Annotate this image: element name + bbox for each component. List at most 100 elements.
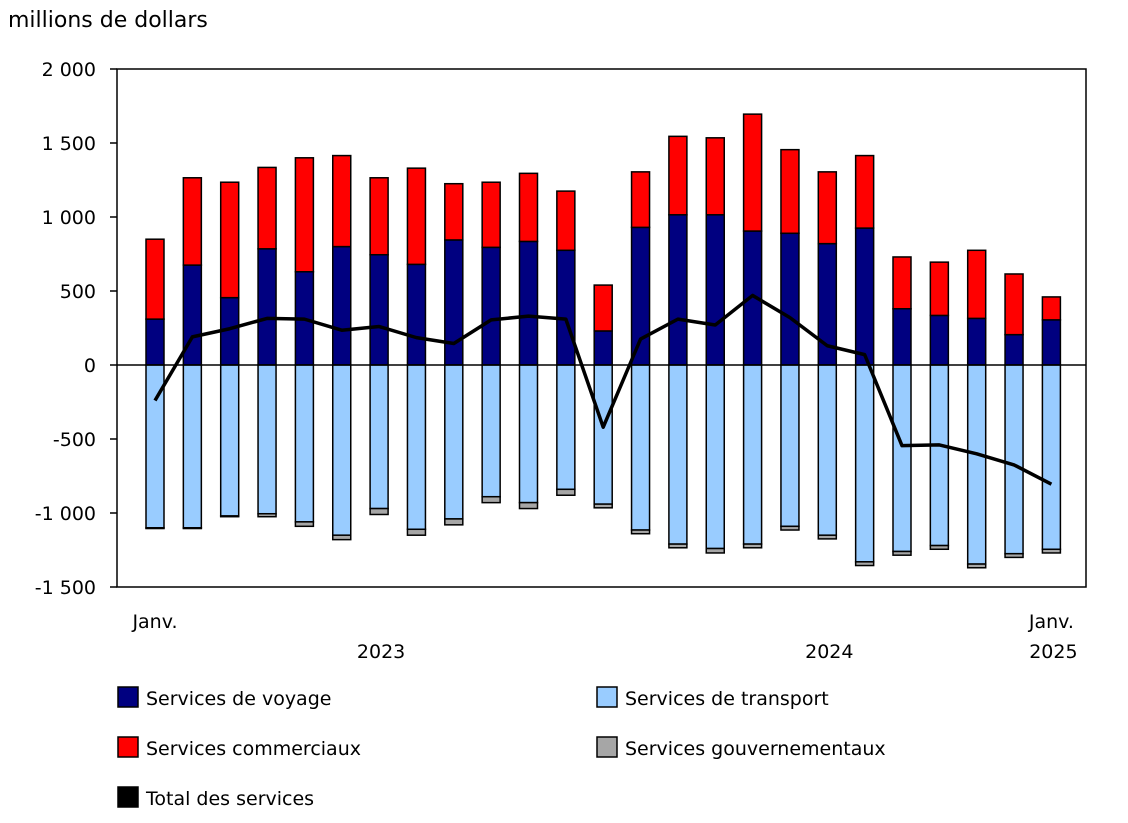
bar-services-commerciaux	[332, 154, 352, 248]
bar-services-gouvernementaux	[481, 495, 501, 504]
bar-services-de-voyage	[780, 232, 800, 366]
line-total-des-services	[153, 293, 1053, 486]
y-tick-label: 1 500	[42, 133, 96, 155]
bar-services-commerciaux	[145, 238, 165, 320]
bar-services-gouvernementaux	[369, 507, 389, 516]
bar-services-gouvernementaux	[145, 527, 165, 530]
legend-swatch	[596, 686, 618, 708]
bar-services-commerciaux	[742, 113, 763, 232]
bar-services-commerciaux	[630, 171, 651, 229]
bar-services-de-voyage	[929, 314, 950, 366]
legend-label: Services gouvernementaux	[625, 738, 886, 760]
bar-services-gouvernementaux	[1004, 552, 1024, 559]
bar-services-de-transport	[854, 364, 875, 563]
bar-services-de-transport	[182, 364, 203, 529]
bar-services-gouvernementaux	[593, 503, 613, 509]
y-tick-label: 0	[84, 355, 96, 377]
bar-services-de-transport	[668, 364, 688, 545]
bar-services-de-transport	[630, 364, 651, 531]
bar-services-de-voyage	[556, 249, 576, 366]
bar-services-gouvernementaux	[332, 534, 352, 541]
y-tick-label: 1 000	[42, 207, 96, 229]
bar-services-commerciaux	[668, 135, 688, 216]
bar-services-de-voyage	[668, 214, 688, 366]
x-month-label: Janv.	[1028, 611, 1074, 633]
bar-services-de-transport	[1004, 364, 1024, 555]
bar-services-gouvernementaux	[518, 501, 539, 510]
bar-services-commerciaux	[444, 182, 464, 241]
bar-services-gouvernementaux	[705, 547, 725, 554]
bar-services-gouvernementaux	[1041, 548, 1062, 554]
legend-label: Services de transport	[625, 688, 829, 710]
legend-label: Services commerciaux	[146, 738, 361, 760]
legend-swatch	[117, 736, 139, 758]
legend-swatch	[117, 786, 139, 808]
bar-services-de-transport	[780, 364, 800, 528]
y-tick-label: -1 500	[35, 577, 96, 599]
bar-services-commerciaux	[406, 167, 427, 266]
bar-services-gouvernementaux	[668, 543, 688, 549]
bar-services-commerciaux	[892, 256, 912, 310]
bar-services-de-transport	[929, 364, 950, 547]
bar-services-de-voyage	[630, 226, 651, 366]
bar-services-commerciaux	[1004, 273, 1024, 336]
bar-services-de-transport	[593, 364, 613, 505]
x-year-label: 2024	[805, 641, 853, 663]
bar-services-commerciaux	[1041, 296, 1062, 321]
bar-services-commerciaux	[593, 284, 613, 332]
bar-services-commerciaux	[257, 166, 277, 250]
bar-services-de-transport	[294, 364, 315, 523]
bar-services-de-transport	[369, 364, 389, 510]
bar-services-de-transport	[705, 364, 725, 550]
bar-services-gouvernementaux	[929, 544, 950, 551]
bar-services-gouvernementaux	[294, 521, 315, 528]
bar-services-de-transport	[332, 364, 352, 536]
legend-swatch	[117, 686, 139, 708]
bar-services-de-transport	[1041, 364, 1062, 551]
y-tick-label: 2 000	[42, 59, 96, 81]
bar-services-de-transport	[556, 364, 576, 491]
bar-services-de-voyage	[1004, 333, 1024, 366]
bar-services-commerciaux	[182, 177, 203, 266]
bar-services-commerciaux	[369, 177, 389, 256]
bar-services-gouvernementaux	[966, 563, 987, 569]
y-tick-label: 500	[60, 281, 96, 303]
bar-services-de-voyage	[1041, 319, 1062, 366]
bar-services-de-voyage	[332, 245, 352, 366]
x-axis-labels: Janv. Janv. 2023 2024 2025	[131, 611, 1077, 663]
bar-services-commerciaux	[929, 261, 950, 317]
bar-services-commerciaux	[219, 181, 240, 299]
bar-services-de-voyage	[444, 239, 464, 366]
bar-services-gouvernementaux	[780, 525, 800, 531]
bar-services-de-transport	[219, 364, 240, 517]
x-year-label: 2023	[357, 641, 405, 663]
bar-services-de-voyage	[966, 317, 987, 366]
bar-services-de-voyage	[892, 308, 912, 366]
bar-services-de-voyage	[257, 248, 277, 366]
y-tick-label: -1 000	[35, 503, 96, 525]
bar-services-commerciaux	[966, 249, 987, 320]
bar-services-gouvernementaux	[630, 529, 651, 535]
bars	[145, 113, 1062, 569]
bar-services-commerciaux	[854, 154, 875, 229]
bar-services-de-transport	[817, 364, 838, 536]
bar-services-de-transport	[406, 364, 427, 531]
bar-services-de-transport	[518, 364, 539, 504]
bar-services-de-transport	[742, 364, 763, 545]
bar-services-de-voyage	[854, 227, 875, 366]
bar-services-commerciaux	[780, 148, 800, 235]
bar-services-commerciaux	[556, 190, 576, 252]
legend: Services de voyage Services de transport S…	[117, 686, 886, 810]
y-axis: 2 000 1 500 1 000 500 0 -500 -1 000 -1 500	[35, 59, 117, 599]
y-tick-label: -500	[53, 429, 96, 451]
bar-services-de-voyage	[518, 240, 539, 366]
bar-services-gouvernementaux	[219, 515, 240, 518]
bar-services-de-voyage	[406, 263, 427, 366]
bar-services-gouvernementaux	[406, 528, 427, 536]
legend-label: Services de voyage	[146, 688, 331, 710]
bar-services-de-voyage	[369, 253, 389, 366]
bar-services-gouvernementaux	[182, 527, 203, 530]
bar-services-commerciaux	[705, 137, 725, 216]
bar-services-commerciaux	[518, 172, 539, 243]
